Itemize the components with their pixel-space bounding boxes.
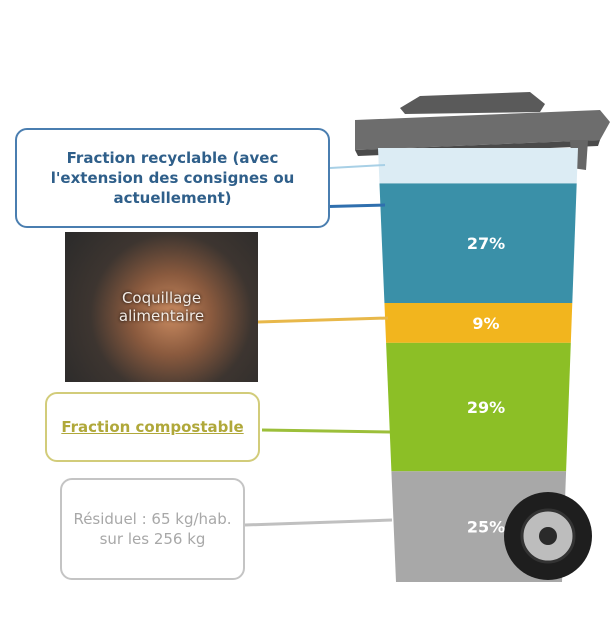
bin-body xyxy=(378,148,578,582)
segment-labels: 27% 9% 29% 25% xyxy=(467,234,505,536)
segment-label: 27% xyxy=(467,234,505,253)
residual-callout: Résiduel : 65 kg/hab. sur les 256 kg xyxy=(60,478,245,580)
bin-segment xyxy=(378,148,578,184)
compost-text: Fraction compostable xyxy=(61,418,244,436)
bin-segment xyxy=(378,183,578,303)
bin-segment xyxy=(378,342,578,472)
compost-callout: Fraction compostable xyxy=(45,392,260,462)
recyclable-callout: Fraction recyclable (avec l'extension de… xyxy=(15,128,330,228)
segment-label: 29% xyxy=(467,398,505,417)
shell-photo: Coquillage alimentaire xyxy=(65,232,258,382)
segment-label: 25% xyxy=(467,518,505,537)
bin-segment xyxy=(378,303,578,343)
segment-label: 9% xyxy=(472,314,499,333)
wheel xyxy=(504,492,592,580)
